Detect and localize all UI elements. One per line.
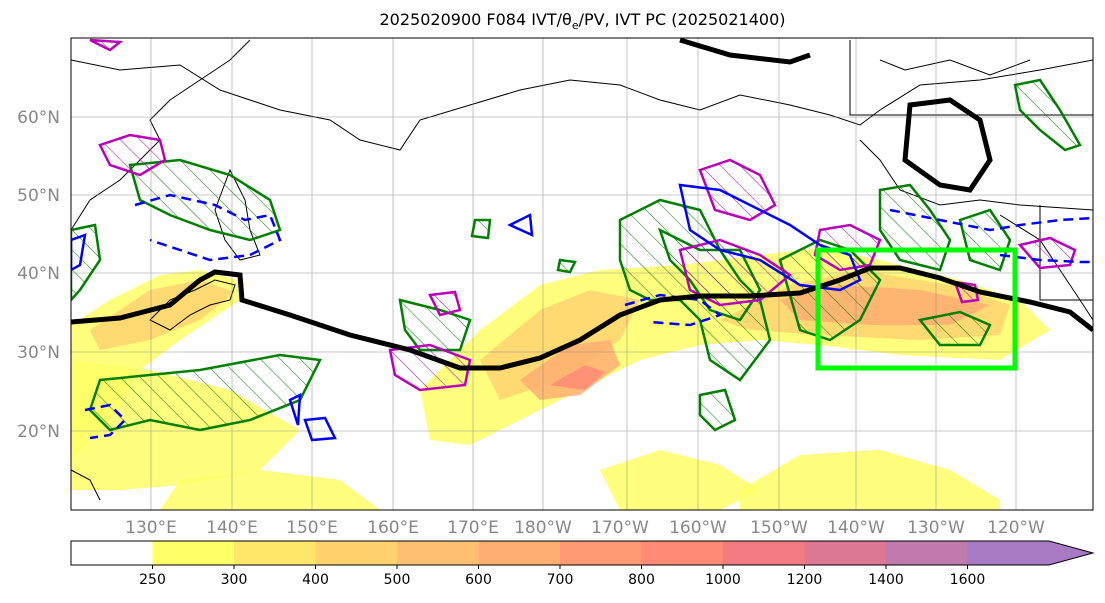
colorbar-tick-label: 1600 bbox=[950, 572, 986, 588]
colorbar-tick-label: 400 bbox=[302, 572, 329, 588]
lon-label: 140°E bbox=[206, 518, 258, 538]
colorbar-segment bbox=[560, 541, 642, 565]
colorbar-segment bbox=[397, 541, 479, 565]
map-title: 2025020900 F084 IVT/θe/PV, IVT PC (20250… bbox=[379, 10, 786, 33]
lon-label: 130°E bbox=[125, 518, 177, 538]
lon-label: 150°W bbox=[750, 518, 808, 538]
ivt-pc-contours bbox=[71, 38, 1093, 371]
colorbar-segment bbox=[152, 541, 235, 565]
lon-label: 120°W bbox=[987, 518, 1045, 538]
colorbar-segment bbox=[886, 541, 968, 565]
lon-label: 180°W bbox=[514, 518, 572, 538]
lon-label: 170°W bbox=[591, 518, 649, 538]
lon-label: 140°W bbox=[827, 518, 885, 538]
lon-label: 170°E bbox=[447, 518, 499, 538]
colorbar-tick-label: 300 bbox=[221, 572, 248, 588]
lon-label: 160°W bbox=[669, 518, 727, 538]
map-frame bbox=[70, 37, 1094, 511]
lat-label: 30°N bbox=[17, 343, 60, 363]
coastlines bbox=[71, 39, 1093, 501]
colorbar-segment bbox=[641, 541, 724, 565]
colorbar-tick-label: 600 bbox=[465, 572, 492, 588]
pv-positive-contours bbox=[89, 38, 1077, 392]
lon-label: 130°W bbox=[907, 518, 965, 538]
colorbar-segment bbox=[71, 541, 153, 565]
lat-label: 40°N bbox=[17, 264, 60, 284]
colorbar-segment bbox=[315, 541, 398, 565]
colorbar-extend-arrow bbox=[1049, 541, 1093, 565]
colorbar: 250 300 400 500 600 700 800 1000 1200 1400 1600 bbox=[70, 540, 1095, 588]
colorbar-tick-label: 1200 bbox=[787, 572, 823, 588]
pv-negative-contours bbox=[71, 183, 1093, 442]
lat-label: 50°N bbox=[17, 186, 60, 206]
colorbar-tick-label: 700 bbox=[547, 572, 574, 588]
target-box bbox=[815, 247, 1018, 371]
lon-label: 160°E bbox=[367, 518, 419, 538]
lon-labels: 130°E 140°E 150°E 160°E 170°E 180°W 170°… bbox=[125, 518, 1045, 538]
lat-label: 60°N bbox=[17, 108, 60, 128]
lat-label: 20°N bbox=[17, 422, 60, 442]
lon-label: 150°E bbox=[286, 518, 338, 538]
colorbar-segment bbox=[804, 541, 887, 565]
colorbar-tick-label: 500 bbox=[384, 572, 411, 588]
colorbar-tick-label: 250 bbox=[139, 572, 166, 588]
colorbar-tick-label: 1000 bbox=[705, 572, 741, 588]
colorbar-segment bbox=[967, 541, 1050, 565]
lat-labels: 20°N 30°N 40°N 50°N 60°N bbox=[17, 108, 60, 442]
colorbar-segment bbox=[478, 541, 561, 565]
colorbar-tick-label: 800 bbox=[628, 572, 655, 588]
colorbar-segment bbox=[234, 541, 316, 565]
colorbar-tick-label: 1400 bbox=[868, 572, 904, 588]
colorbar-frame bbox=[70, 540, 1095, 566]
colorbar-segment bbox=[723, 541, 805, 565]
